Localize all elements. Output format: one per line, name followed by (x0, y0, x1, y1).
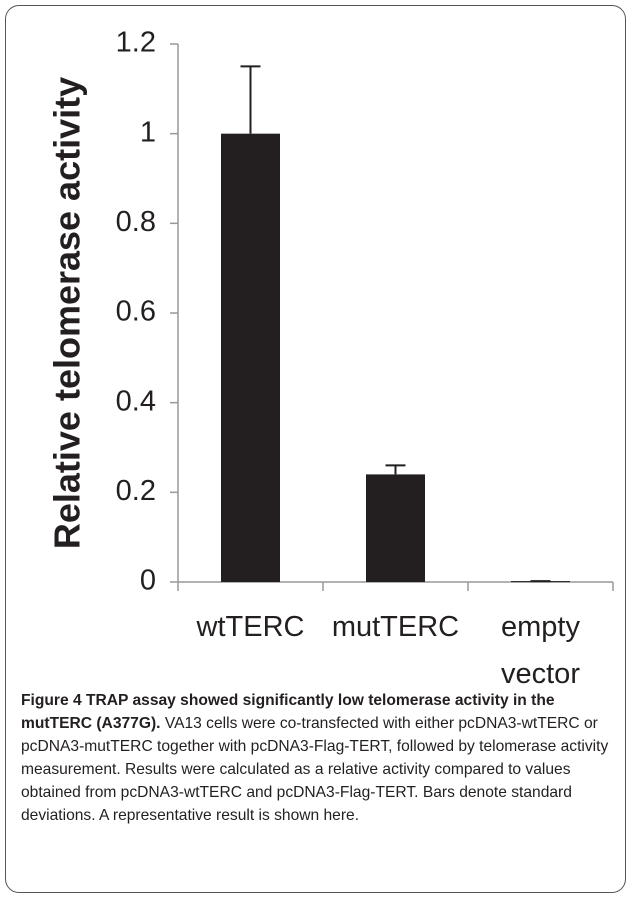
caption-text: VA13 cells were co-transfected with eith… (21, 715, 609, 824)
bar (221, 133, 280, 582)
x-tick-label: empty vector (501, 611, 580, 690)
caption: Figure 4 TRAP assay showed significantly… (21, 689, 615, 827)
y-tick-label: 0.4 (116, 385, 156, 417)
y-tick-label: 0.6 (116, 296, 156, 328)
chart: Relative telomerase activity 0 0.2 0.4 0.6 0… (47, 27, 614, 597)
y-tick-label: 0.8 (116, 206, 156, 238)
y-tick-label: 1 (140, 116, 156, 148)
figure-frame (5, 5, 626, 893)
x-tick-label: wtTERC (196, 611, 305, 643)
y-axis-label: Relative telomerase activity (47, 77, 88, 549)
caption-label: Figure 4 TRAP assay showed significantly… (21, 692, 555, 732)
x-tick-label: mutTERC (331, 611, 460, 643)
y-tick-label: 1.2 (116, 27, 156, 59)
y-tick-label: 0 (140, 565, 156, 597)
y-tick-label: 0.2 (116, 475, 156, 507)
bar (366, 474, 425, 582)
